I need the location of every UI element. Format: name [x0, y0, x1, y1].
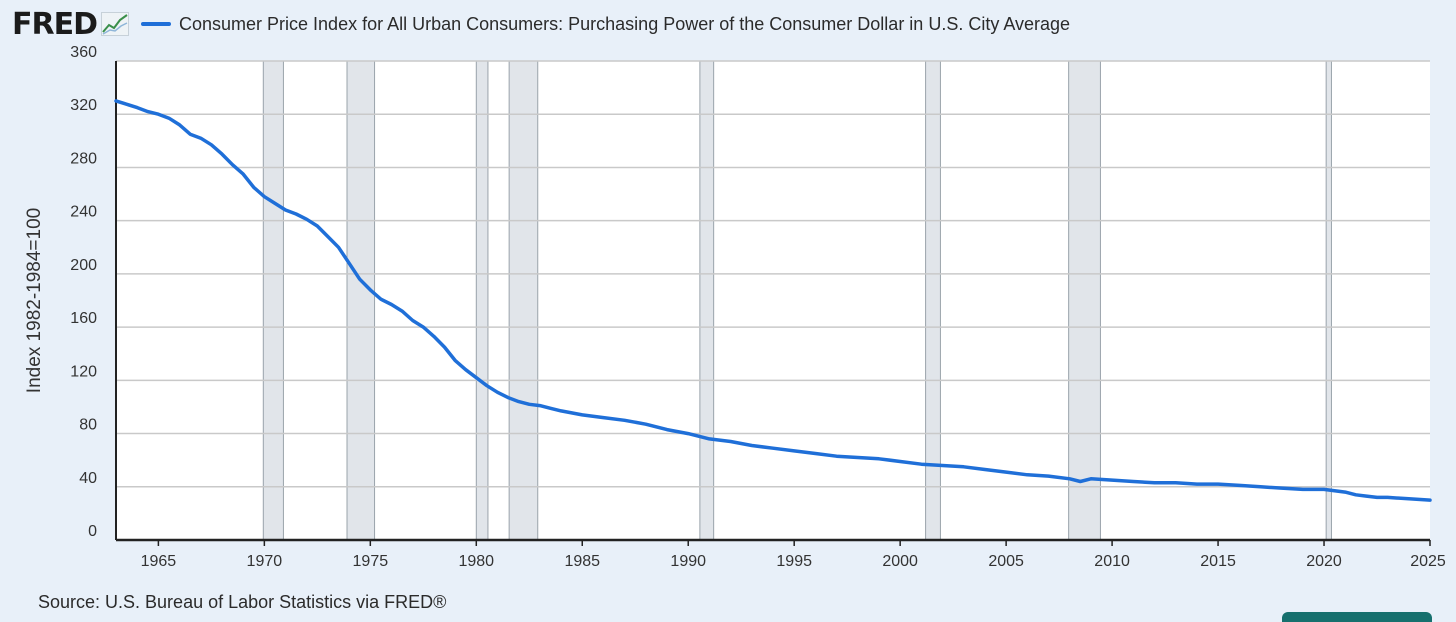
- recession-band: [262, 60, 284, 541]
- line-chart-icon: [101, 12, 129, 36]
- fred-logo[interactable]: FRED: [12, 6, 98, 42]
- recession-band: [699, 60, 715, 541]
- legend-label: Consumer Price Index for All Urban Consu…: [179, 13, 1071, 34]
- y-tick-label: 120: [70, 363, 97, 380]
- chart-header: FRED Consumer Price Index for All Urban …: [12, 6, 1070, 42]
- x-tick-label: 1970: [247, 553, 283, 570]
- x-tick-label: 1990: [670, 553, 706, 570]
- x-tick-label: 2015: [1200, 553, 1236, 570]
- y-tick-label: 240: [70, 204, 97, 221]
- gridlines: [116, 60, 1430, 488]
- recession-band: [346, 60, 376, 541]
- recession-band: [1325, 60, 1332, 541]
- legend-swatch: [141, 22, 171, 26]
- y-tick-label: 320: [70, 97, 97, 114]
- y-tick-label: 280: [70, 150, 97, 167]
- y-tick-label: 160: [70, 310, 97, 327]
- source-note: Source: U.S. Bureau of Labor Statistics …: [38, 592, 447, 612]
- x-tick-label: 1980: [458, 553, 494, 570]
- series-layer: [114, 99, 1432, 502]
- series-line: [114, 99, 1432, 502]
- x-tick-label: 2010: [1094, 553, 1130, 570]
- plot-background: [116, 61, 1430, 540]
- x-tick-label: 1995: [776, 553, 812, 570]
- recession-band: [1068, 60, 1101, 541]
- x-tick-label: 1965: [141, 553, 177, 570]
- y-tick-label: 200: [70, 257, 97, 274]
- x-tick-label: 2025: [1410, 553, 1446, 570]
- partial-button[interactable]: [1282, 612, 1432, 622]
- x-tick-label: 1985: [564, 553, 600, 570]
- recession-band: [508, 60, 539, 541]
- recession-band: [925, 60, 941, 541]
- y-axis-label: Index 1982-1984=100: [24, 208, 45, 393]
- x-tick-label: 2005: [988, 553, 1024, 570]
- y-tick-label: 80: [79, 417, 97, 434]
- y-axis: 0 40 80 120 160 200 240 280 320 360: [70, 44, 117, 540]
- y-tick-label: 0: [88, 523, 97, 540]
- x-axis: 1965 1970 1975 1980 1985 1990 1995 2000 2005 2010…: [116, 538, 1446, 570]
- x-tick-label: 2020: [1306, 553, 1342, 570]
- y-tick-label: 40: [79, 470, 97, 487]
- x-tick-label: 1975: [353, 553, 389, 570]
- recession-band: [475, 60, 489, 541]
- x-tick-label: 2000: [882, 553, 918, 570]
- y-tick-label: 360: [70, 44, 97, 61]
